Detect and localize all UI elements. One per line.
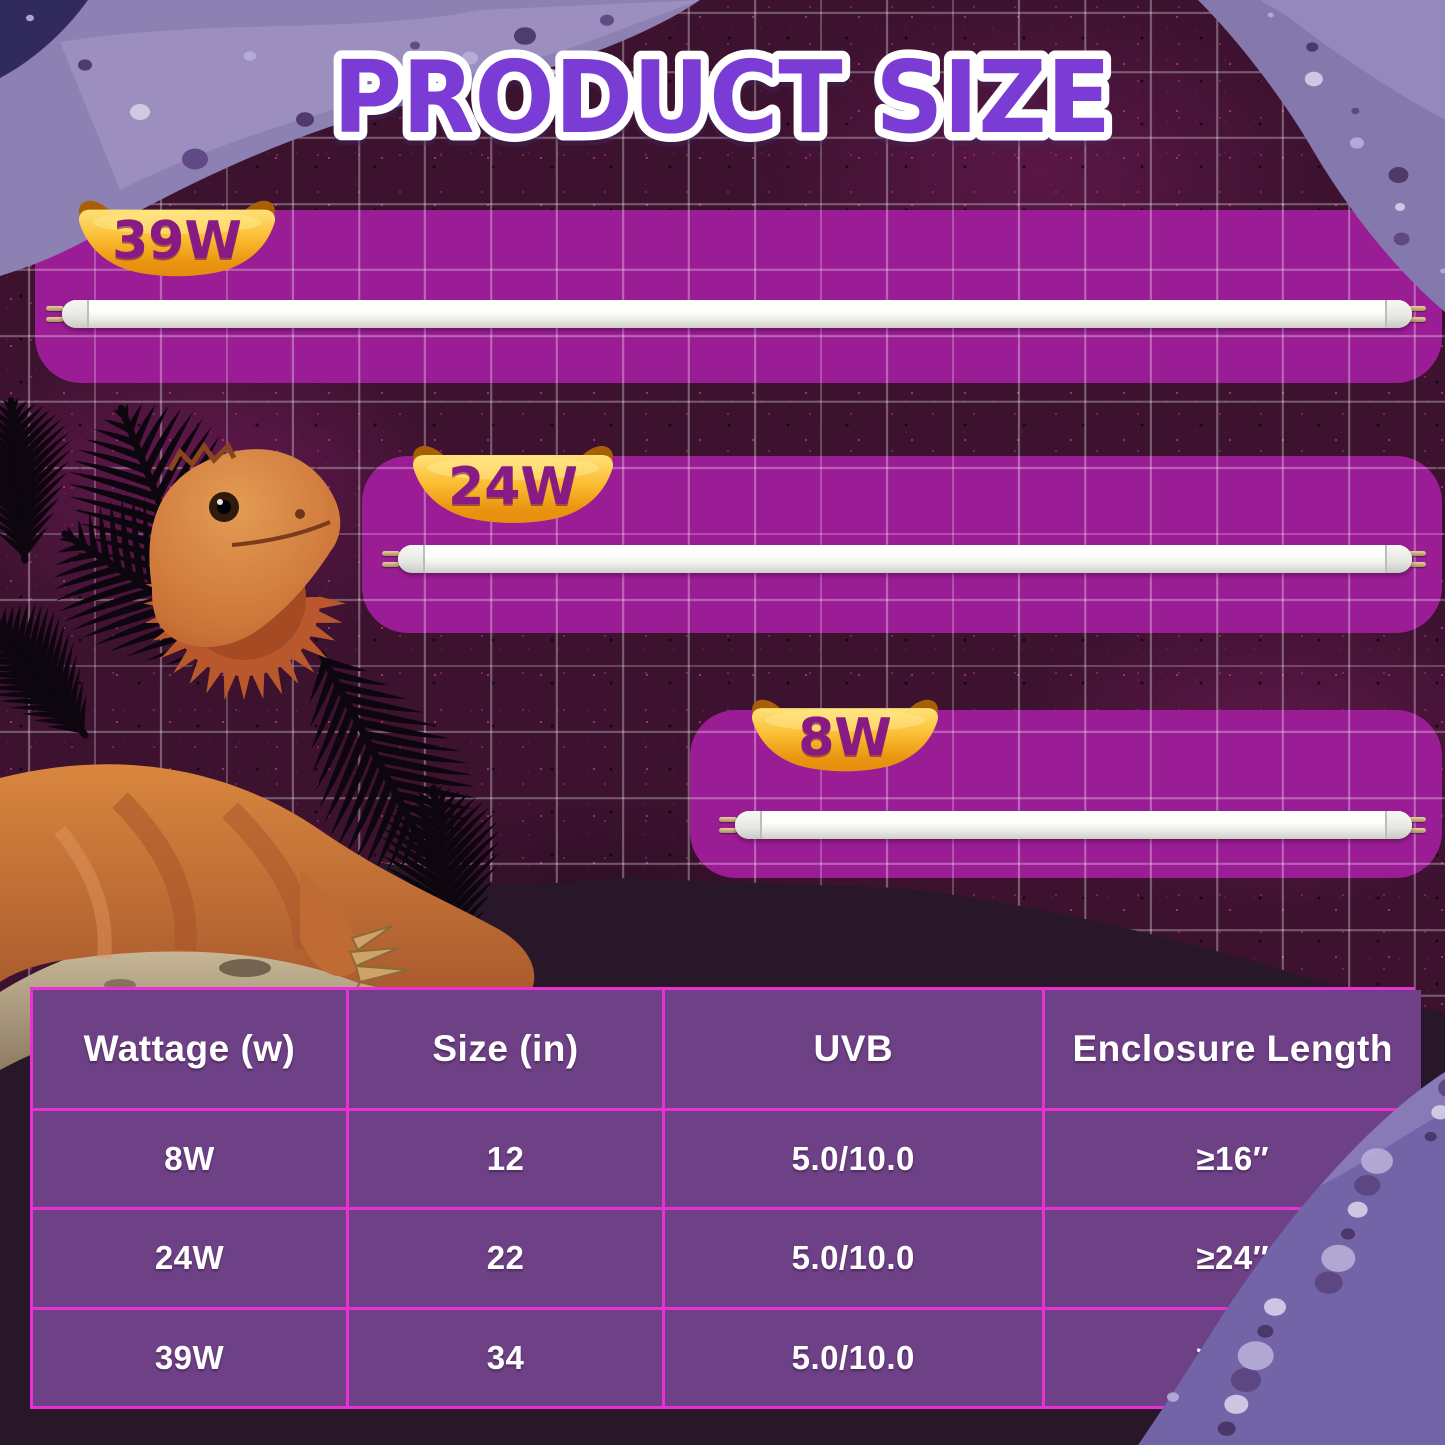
table-cell: 5.0/10.0 <box>665 1309 1042 1406</box>
tube-pin <box>1408 551 1426 556</box>
tube-pin <box>1408 562 1426 567</box>
table-cell: ≥24″ <box>1044 1210 1421 1307</box>
fluorescent-tube-24w <box>398 545 1412 573</box>
tube-pin <box>46 306 64 311</box>
tube-pin <box>1408 317 1426 322</box>
tube-pin <box>719 817 737 822</box>
table-cell: 12 <box>349 1111 663 1208</box>
page-title: PRODUCT SIZE <box>325 31 1120 165</box>
title-text: PRODUCT SIZE <box>333 39 1111 156</box>
wattage-label: 8W <box>798 708 892 768</box>
col-header-size: Size (in) <box>349 990 663 1108</box>
wattage-banner-8w: 8W <box>742 696 948 776</box>
wattage-label: 39W <box>112 211 242 271</box>
col-header-uvb: UVB <box>665 990 1042 1108</box>
col-header-enclosure: Enclosure Length <box>1044 990 1421 1108</box>
table-cell: 5.0/10.0 <box>665 1210 1042 1307</box>
ribbon-icon <box>751 699 939 772</box>
table-cell: 8W <box>33 1111 347 1208</box>
ribbon-icon <box>413 446 613 523</box>
table-cell: 24W <box>33 1210 347 1307</box>
tube-pin <box>382 551 400 556</box>
tube-pin <box>46 317 64 322</box>
fluorescent-tube-8w <box>735 811 1412 839</box>
table-cell: ≥36″ <box>1044 1309 1421 1406</box>
wattage-banner-39w: 39W <box>76 196 278 282</box>
wattage-label: 24W <box>448 457 578 517</box>
tube-pin <box>719 828 737 833</box>
col-header-wattage: Wattage (w) <box>33 990 347 1108</box>
wattage-banner-24w: 24W <box>410 442 616 528</box>
table-cell: 39W <box>33 1309 347 1406</box>
table-cell: ≥16″ <box>1044 1111 1421 1208</box>
table-cell: 5.0/10.0 <box>665 1111 1042 1208</box>
tube-pin <box>382 562 400 567</box>
spec-table: Wattage (w) Size (in) UVB Enclosure Leng… <box>30 987 1421 1409</box>
table-cell: 22 <box>349 1210 663 1307</box>
tube-pin <box>1408 828 1426 833</box>
fluorescent-tube-39w <box>62 300 1412 328</box>
tube-pin <box>1408 817 1426 822</box>
table-cell: 34 <box>349 1309 663 1406</box>
